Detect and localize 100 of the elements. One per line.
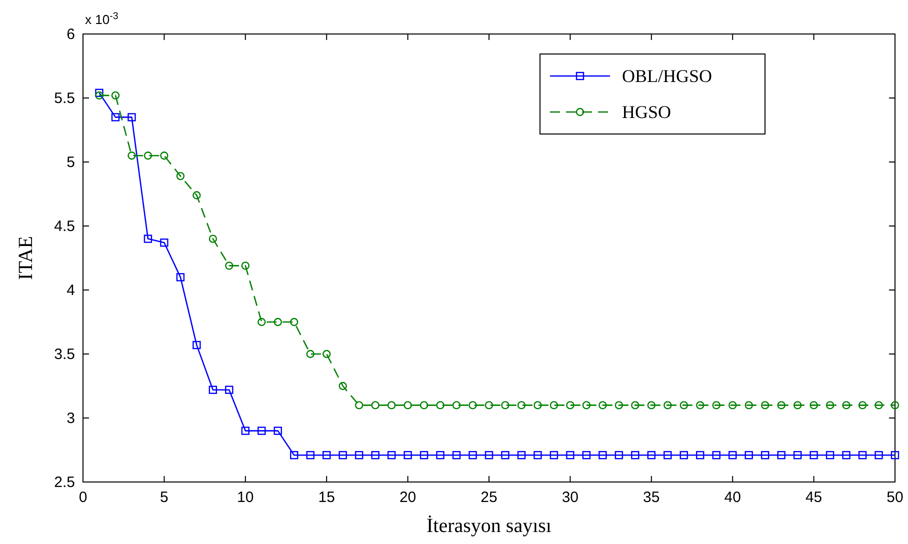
point (598, 451, 607, 460)
point (420, 401, 428, 410)
y-tick-label: 5 (66, 154, 75, 171)
point (452, 401, 461, 410)
point (258, 318, 266, 326)
point (176, 273, 185, 282)
point (874, 451, 883, 460)
y-tick-label: 5.5 (54, 90, 75, 107)
point (696, 451, 704, 460)
point (696, 401, 704, 410)
point (290, 318, 298, 326)
point (760, 451, 770, 460)
point (858, 401, 867, 410)
point (387, 401, 396, 410)
point (680, 401, 688, 410)
point (290, 451, 298, 460)
point (338, 451, 347, 460)
point (614, 401, 624, 410)
point (371, 401, 380, 410)
point (826, 401, 834, 410)
point (225, 262, 234, 270)
x-tick-label: 50 (886, 489, 904, 506)
point (793, 401, 802, 410)
x-tick-label: 30 (562, 489, 579, 506)
point (793, 451, 802, 460)
point (306, 350, 314, 358)
point (890, 451, 900, 460)
point (550, 401, 558, 410)
point (501, 451, 510, 460)
point (810, 451, 818, 460)
x-tick-label: 5 (160, 489, 168, 506)
point (842, 451, 850, 460)
point (176, 172, 185, 180)
point (582, 451, 591, 460)
point (387, 451, 396, 460)
point (842, 401, 850, 410)
point (111, 113, 120, 122)
point (274, 426, 282, 435)
point (208, 234, 218, 243)
point (338, 382, 347, 390)
point (728, 451, 737, 460)
legend-label: OBL/HGSO (622, 66, 712, 86)
point (354, 451, 364, 460)
point (744, 451, 753, 460)
point (534, 401, 542, 410)
x-tick-label: 15 (318, 489, 335, 506)
point (111, 91, 120, 100)
y-tick-label: 4 (66, 282, 75, 299)
point (208, 386, 218, 394)
x-tick-label: 45 (805, 489, 822, 506)
point (744, 401, 753, 410)
point (484, 451, 494, 460)
point (631, 401, 640, 410)
point (890, 401, 900, 410)
x-tick-label: 0 (78, 489, 88, 506)
point (354, 401, 364, 410)
point (95, 88, 104, 97)
point (484, 401, 494, 410)
point (712, 451, 720, 460)
text: x 10$^{-3}$ (85, 10, 118, 27)
point (128, 152, 136, 160)
point (436, 451, 444, 460)
point (614, 451, 624, 460)
point (128, 113, 136, 122)
y-tick-label: 6 (66, 26, 75, 43)
point (598, 401, 607, 410)
point (274, 318, 282, 326)
point (241, 262, 250, 270)
point (306, 451, 314, 460)
x-tick-label: 40 (724, 489, 741, 506)
x-axis-title: İterasyon sayısı (426, 515, 552, 537)
point (777, 401, 786, 410)
point (517, 451, 526, 460)
legend-label: HGSO (622, 102, 672, 122)
point (95, 91, 104, 100)
point (874, 401, 883, 410)
point (777, 451, 786, 460)
x-tick-label: 35 (643, 489, 660, 506)
point (160, 152, 168, 160)
point (371, 451, 380, 460)
point (501, 401, 510, 410)
point (452, 451, 461, 460)
y-tick-label: 4.5 (54, 218, 75, 235)
point (810, 401, 818, 410)
point (582, 401, 591, 410)
point (566, 401, 574, 410)
y-tick-label: 2.5 (54, 474, 75, 491)
point (436, 401, 444, 410)
point (192, 340, 201, 350)
point (144, 152, 152, 160)
point (160, 238, 168, 247)
point (404, 451, 412, 460)
point (534, 451, 542, 460)
point (760, 401, 770, 410)
point (647, 401, 656, 410)
point (647, 451, 656, 460)
y-tick-label: 3.5 (54, 346, 75, 363)
point (664, 451, 672, 460)
point (468, 401, 477, 410)
point (192, 191, 201, 200)
